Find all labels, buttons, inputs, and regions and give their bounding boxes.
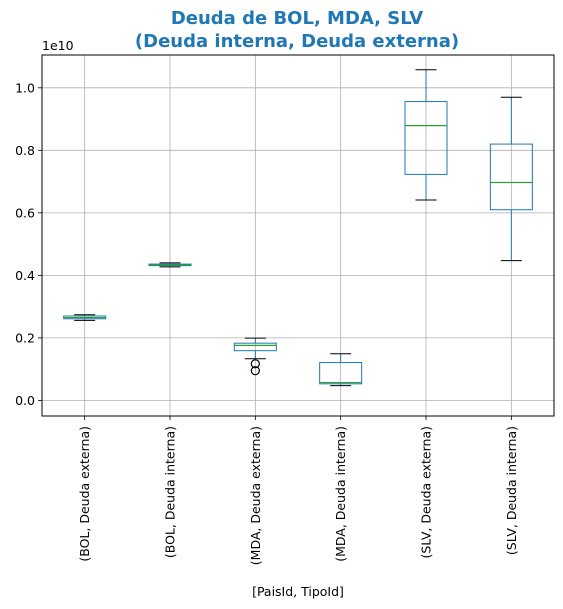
y-tick-label: 0.4 xyxy=(15,268,35,283)
tick-layer: 0.0 0.2 0.4 0.6 0.8 1.0 (BOL, Deuda externa) (B… xyxy=(15,80,519,565)
box-6 xyxy=(489,96,533,262)
y-tick-label: 0.2 xyxy=(15,330,35,345)
chart-title-line2: (Deuda interna, Deuda externa) xyxy=(135,31,459,52)
y-multiplier-label: 1e10 xyxy=(42,38,74,53)
x-tick-label: (BOL, Deuda externa) xyxy=(77,426,92,562)
outlier-point xyxy=(250,359,260,369)
box-1 xyxy=(63,314,107,321)
x-tick-label: (SLV, Deuda interna) xyxy=(504,426,519,555)
box-layer xyxy=(63,69,533,387)
box-5 xyxy=(404,69,448,201)
iqr-box xyxy=(404,101,448,175)
y-tick-label: 0.6 xyxy=(15,205,35,220)
outlier-point xyxy=(250,366,260,376)
box-2 xyxy=(148,262,192,268)
plot-frame xyxy=(41,54,555,417)
x-tick-label: (SLV, Deuda externa) xyxy=(419,426,434,559)
y-tick-label: 0.8 xyxy=(15,143,35,158)
iqr-box xyxy=(233,342,277,352)
iqr-box xyxy=(489,143,533,211)
y-tick-label: 0.0 xyxy=(15,393,35,408)
box-3 xyxy=(233,337,277,376)
iqr-box xyxy=(319,362,363,385)
grid-layer xyxy=(42,55,554,416)
box-4 xyxy=(319,353,363,387)
chart-title-line1: Deuda de BOL, MDA, SLV xyxy=(171,8,423,29)
y-tick-label: 1.0 xyxy=(15,80,35,95)
x-axis-label: [PaisId, TipoId] xyxy=(252,584,344,599)
x-tick-label: (MDA, Deuda externa) xyxy=(248,426,263,565)
x-tick-label: (BOL, Deuda interna) xyxy=(163,426,178,558)
x-tick-label: (MDA, Deuda interna) xyxy=(333,426,348,562)
